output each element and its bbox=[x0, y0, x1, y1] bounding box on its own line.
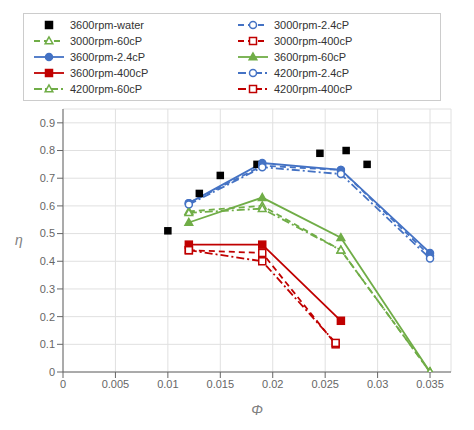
html-text:3000rpm-2.4cP: 3000rpm-2.4cP bbox=[274, 19, 350, 31]
svg-text:Φ: Φ bbox=[251, 402, 263, 418]
html-text:4200rpm-400cP: 4200rpm-400cP bbox=[274, 83, 353, 95]
html-text:3600rpm-60cP: 3600rpm-60cP bbox=[274, 51, 347, 63]
svg-text:η: η bbox=[15, 232, 23, 248]
svg-text:0: 0 bbox=[60, 378, 66, 390]
svg-text:0.015: 0.015 bbox=[207, 378, 235, 390]
svg-text:0.6: 0.6 bbox=[40, 200, 55, 212]
svg-text:0.4: 0.4 bbox=[40, 255, 55, 267]
svg-text:0.02: 0.02 bbox=[262, 378, 283, 390]
html-text:3600rpm-water: 3600rpm-water bbox=[70, 19, 144, 31]
svg-text:0.01: 0.01 bbox=[157, 378, 178, 390]
svg-text:0.5: 0.5 bbox=[40, 227, 55, 239]
svg-text:0.2: 0.2 bbox=[40, 311, 55, 323]
svg-text:0.1: 0.1 bbox=[40, 338, 55, 350]
html-text:3600rpm-400cP: 3600rpm-400cP bbox=[70, 67, 149, 79]
svg-text:0.3: 0.3 bbox=[40, 283, 55, 295]
html-text:4200rpm-60cP: 4200rpm-60cP bbox=[70, 83, 143, 95]
svg-text:0.7: 0.7 bbox=[40, 172, 55, 184]
html-text:3600rpm-2.4cP: 3600rpm-2.4cP bbox=[70, 51, 146, 63]
html-text:4200rpm-2.4cP: 4200rpm-2.4cP bbox=[274, 67, 350, 79]
svg-text:0.025: 0.025 bbox=[311, 378, 339, 390]
html-text:3000rpm-400cP: 3000rpm-400cP bbox=[274, 35, 353, 47]
svg-text:0.8: 0.8 bbox=[40, 144, 55, 156]
svg-text:0.03: 0.03 bbox=[367, 378, 388, 390]
svg-text:0.9: 0.9 bbox=[40, 117, 55, 129]
svg-text:0.005: 0.005 bbox=[102, 378, 130, 390]
svg-text:0: 0 bbox=[49, 366, 55, 378]
svg-text:0.035: 0.035 bbox=[416, 378, 444, 390]
html-text:3000rpm-60cP: 3000rpm-60cP bbox=[70, 35, 143, 47]
